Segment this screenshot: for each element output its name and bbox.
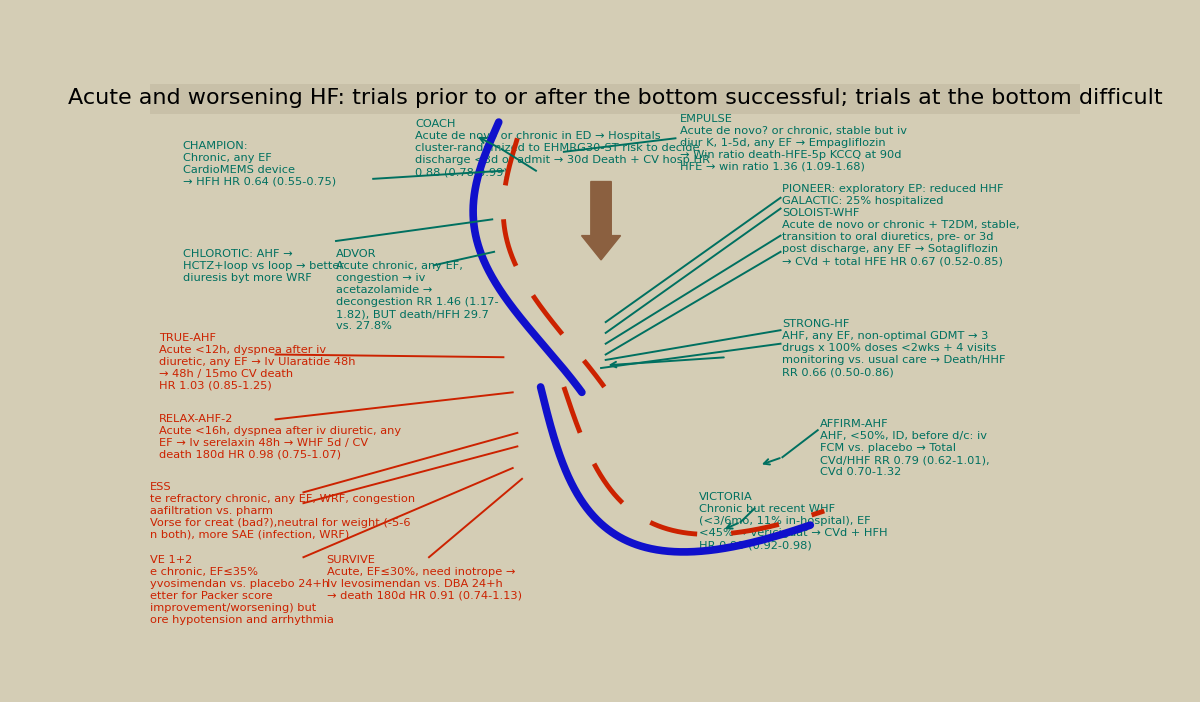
- Text: PIONEER: exploratory EP: reduced HHF
GALACTIC: 25% hospitalized
SOLOIST-WHF
Acut: PIONEER: exploratory EP: reduced HHF GAL…: [782, 184, 1020, 266]
- Text: ESS
te refractory chronic, any EF, WRF, congestion
aafiltration vs. pharm
Vorse : ESS te refractory chronic, any EF, WRF, …: [150, 482, 415, 540]
- Text: CHAMPION:
Chronic, any EF
CardioMEMS device
→ HFH HR 0.64 (0.55-0.75): CHAMPION: Chronic, any EF CardioMEMS dev…: [182, 141, 336, 187]
- FancyArrow shape: [582, 182, 620, 260]
- Text: STRONG-HF
AHF, any EF, non-optimal GDMT → 3
drugs x 100% doses <2wks + 4 visits
: STRONG-HF AHF, any EF, non-optimal GDMT …: [782, 319, 1006, 378]
- Text: COACH
Acute de novo or chronic in ED → Hospitals
cluster-randomized to EHMRG30-S: COACH Acute de novo or chronic in ED → H…: [415, 119, 710, 178]
- Text: EMPULSE
Acute de novo? or chronic, stable but iv
diur K, 1-5d, any EF → Empaglif: EMPULSE Acute de novo? or chronic, stabl…: [680, 114, 907, 172]
- Text: SURVIVE
Acute, EF≤30%, need inotrope →
Iv levosimendan vs. DBA 24+h
→ death 180d: SURVIVE Acute, EF≤30%, need inotrope → I…: [326, 555, 522, 600]
- FancyBboxPatch shape: [150, 81, 1080, 114]
- Text: TRUE-AHF
Acute <12h, dyspnea after iv
diuretic, any EF → Iv Ularatide 48h
→ 48h : TRUE-AHF Acute <12h, dyspnea after iv di…: [160, 333, 356, 391]
- Text: VICTORIA
Chronic but recent WHF
(<3/6mo, 11% in-hospital), EF
<45% → vericiguat : VICTORIA Chronic but recent WHF (<3/6mo,…: [698, 492, 887, 550]
- Text: RELAX-AHF-2
Acute <16h, dyspnea after iv diuretic, any
EF → Iv serelaxin 48h → W: RELAX-AHF-2 Acute <16h, dyspnea after iv…: [160, 414, 402, 460]
- Text: VE 1+2
e chronic, EF≤35%
yvosimendan vs. placebo 24+h
etter for Packer score
imp: VE 1+2 e chronic, EF≤35% yvosimendan vs.…: [150, 555, 334, 625]
- Text: ADVOR
Acute chronic, any EF,
congestion → iv
acetazolamide →
decongestion RR 1.4: ADVOR Acute chronic, any EF, congestion …: [336, 249, 499, 331]
- Text: CHLOROTIC: AHF →
HCTZ+loop vs loop → better
diuresis byt more WRF: CHLOROTIC: AHF → HCTZ+loop vs loop → bet…: [182, 249, 343, 283]
- Text: AFFIRM-AHF
AHF, <50%, ID, before d/c: iv
FCM vs. placebo → Total
CVd/HHF RR 0.79: AFFIRM-AHF AHF, <50%, ID, before d/c: iv…: [820, 419, 989, 477]
- Text: Acute and worsening HF: trials prior to or after the bottom successful; trials a: Acute and worsening HF: trials prior to …: [67, 88, 1163, 107]
